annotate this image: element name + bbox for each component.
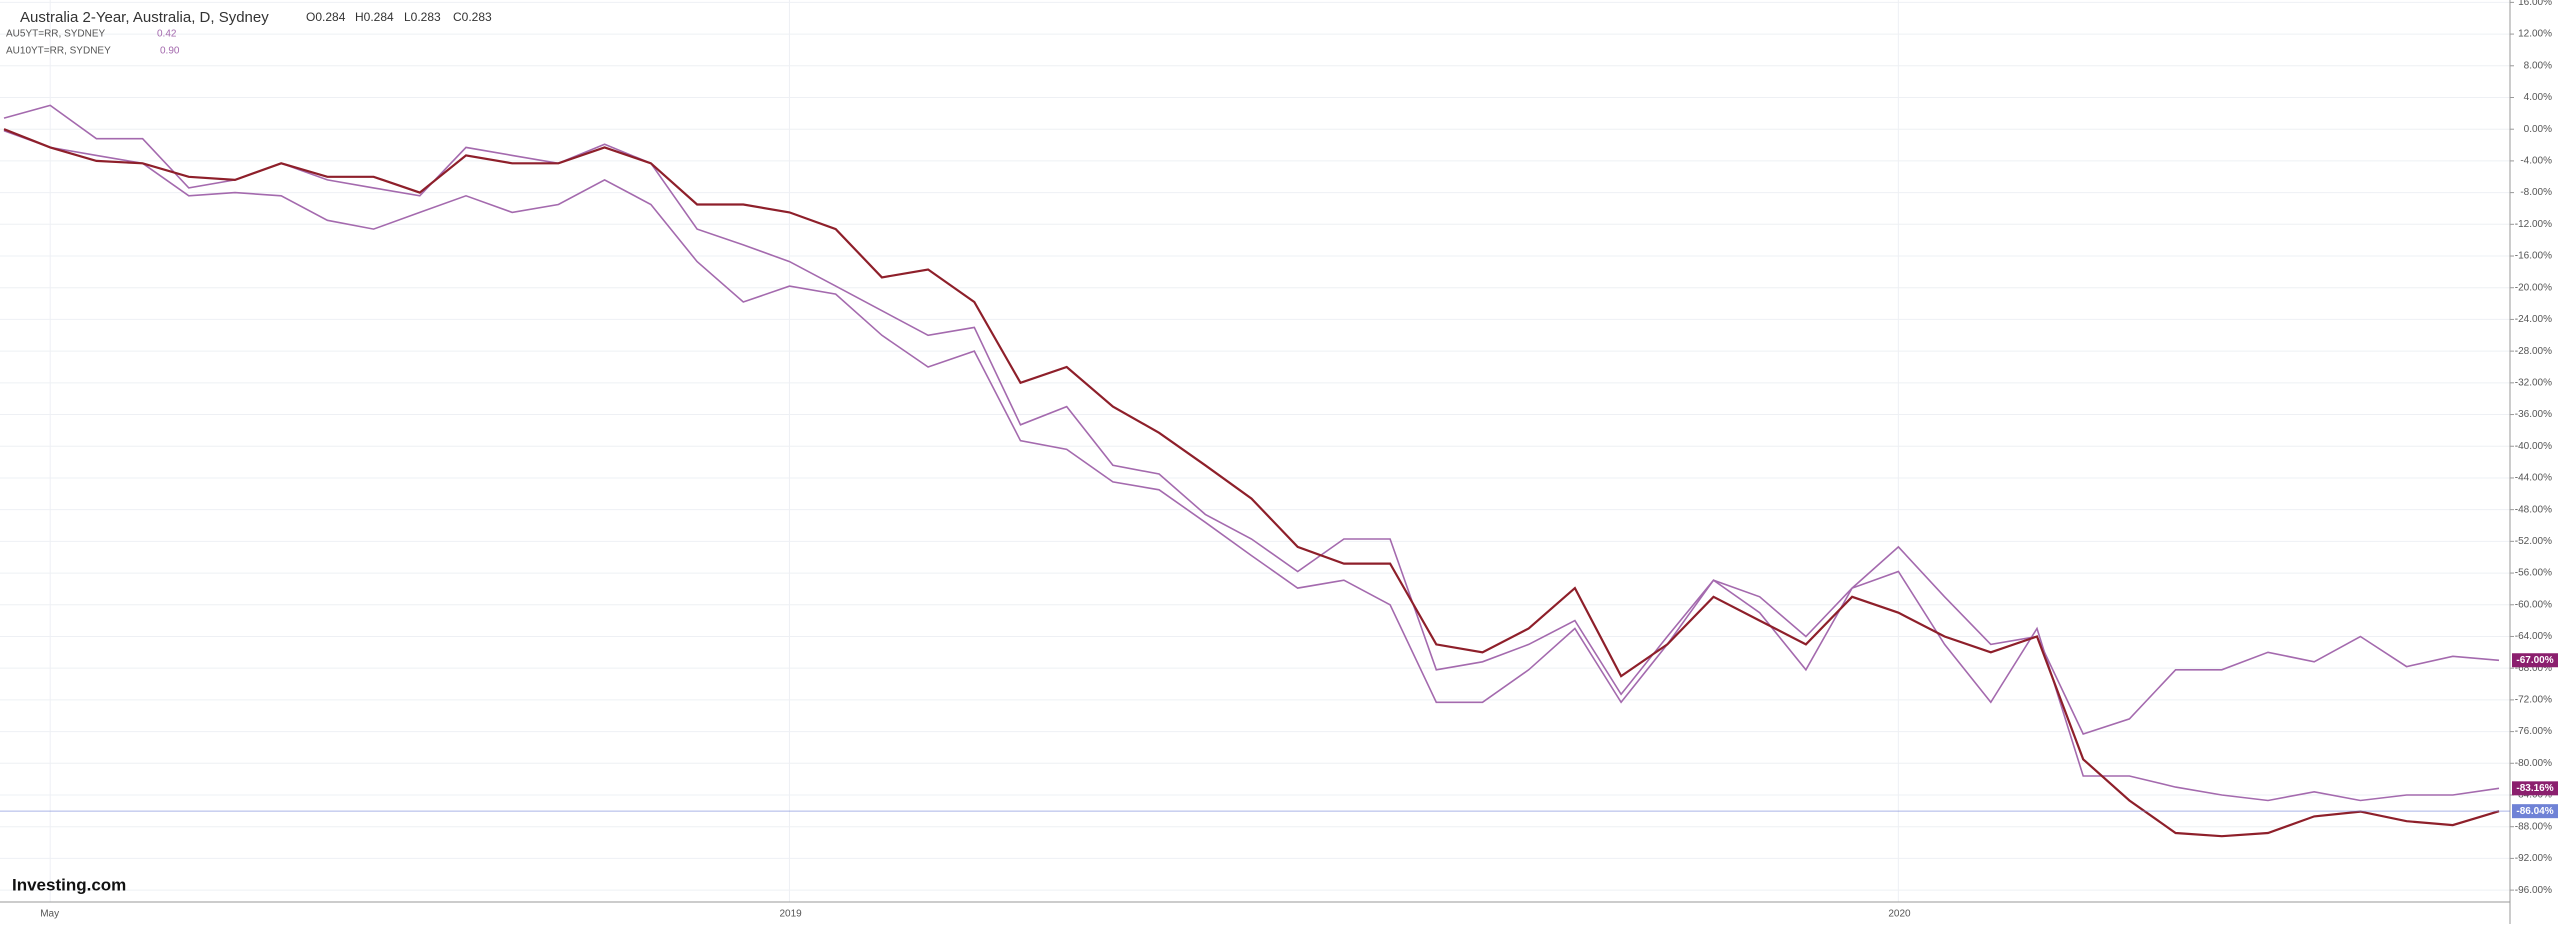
last-value-label: -83.16% xyxy=(2516,783,2553,794)
y-tick-label: -4.00% xyxy=(2520,156,2552,167)
ohlc-value: H0.284 xyxy=(355,10,394,24)
brand-logo: Investing.com xyxy=(12,875,126,894)
last-value-box xyxy=(2512,804,2558,819)
ohlc-value: O0.284 xyxy=(306,10,346,24)
y-tick-label: -28.00% xyxy=(2515,346,2552,357)
x-tick-label: 2020 xyxy=(1888,909,1911,920)
last-value-label: -86.04% xyxy=(2516,806,2553,817)
y-tick-label: 0.00% xyxy=(2524,124,2552,135)
last-value-box xyxy=(2512,653,2558,668)
y-tick-label: -80.00% xyxy=(2515,758,2552,769)
y-tick-label: -16.00% xyxy=(2515,251,2552,262)
y-tick-label: -96.00% xyxy=(2515,885,2552,896)
legend-name: AU5YT=RR, SYDNEY xyxy=(6,29,106,40)
y-tick-label: -72.00% xyxy=(2515,695,2552,706)
y-tick-label: -32.00% xyxy=(2515,377,2552,388)
y-tick-label: -68.00% xyxy=(2515,663,2552,674)
y-tick-label: -44.00% xyxy=(2515,473,2552,484)
ohlc-value: L0.283 xyxy=(404,10,441,24)
y-tick-label: -24.00% xyxy=(2515,314,2552,325)
ohlc-value: C0.283 xyxy=(453,10,492,24)
y-tick-label: -88.00% xyxy=(2515,821,2552,832)
series-line xyxy=(3,104,2500,735)
last-value-label: -67.00% xyxy=(2516,655,2553,666)
y-tick-label: -8.00% xyxy=(2520,187,2552,198)
y-tick-label: -48.00% xyxy=(2515,504,2552,515)
y-tick-label: -20.00% xyxy=(2515,282,2552,293)
y-tick-label: 8.00% xyxy=(2524,60,2552,71)
last-value-box xyxy=(2512,781,2558,796)
y-tick-label: -56.00% xyxy=(2515,568,2552,579)
y-tick-label: 16.00% xyxy=(2518,0,2552,8)
x-tick-label: 2019 xyxy=(779,909,802,920)
legend-value: 0.42 xyxy=(157,29,177,40)
chart-title: Australia 2-Year, Australia, D, Sydney xyxy=(20,9,269,26)
legend-name: AU10YT=RR, SYDNEY xyxy=(6,46,111,57)
y-tick-label: 12.00% xyxy=(2518,29,2552,40)
y-tick-label: -40.00% xyxy=(2515,441,2552,452)
series-line xyxy=(3,128,2500,838)
y-tick-label: -76.00% xyxy=(2515,726,2552,737)
y-tick-label: -12.00% xyxy=(2515,219,2552,230)
y-tick-label: -36.00% xyxy=(2515,409,2552,420)
legend-value: 0.90 xyxy=(160,46,180,57)
y-tick-label: -64.00% xyxy=(2515,631,2552,642)
y-tick-label: 4.00% xyxy=(2524,92,2552,103)
y-tick-label: -52.00% xyxy=(2515,536,2552,547)
y-tick-label: -60.00% xyxy=(2515,599,2552,610)
y-tick-label: -92.00% xyxy=(2515,853,2552,864)
x-tick-label: May xyxy=(40,909,59,920)
series-line xyxy=(3,130,2500,802)
